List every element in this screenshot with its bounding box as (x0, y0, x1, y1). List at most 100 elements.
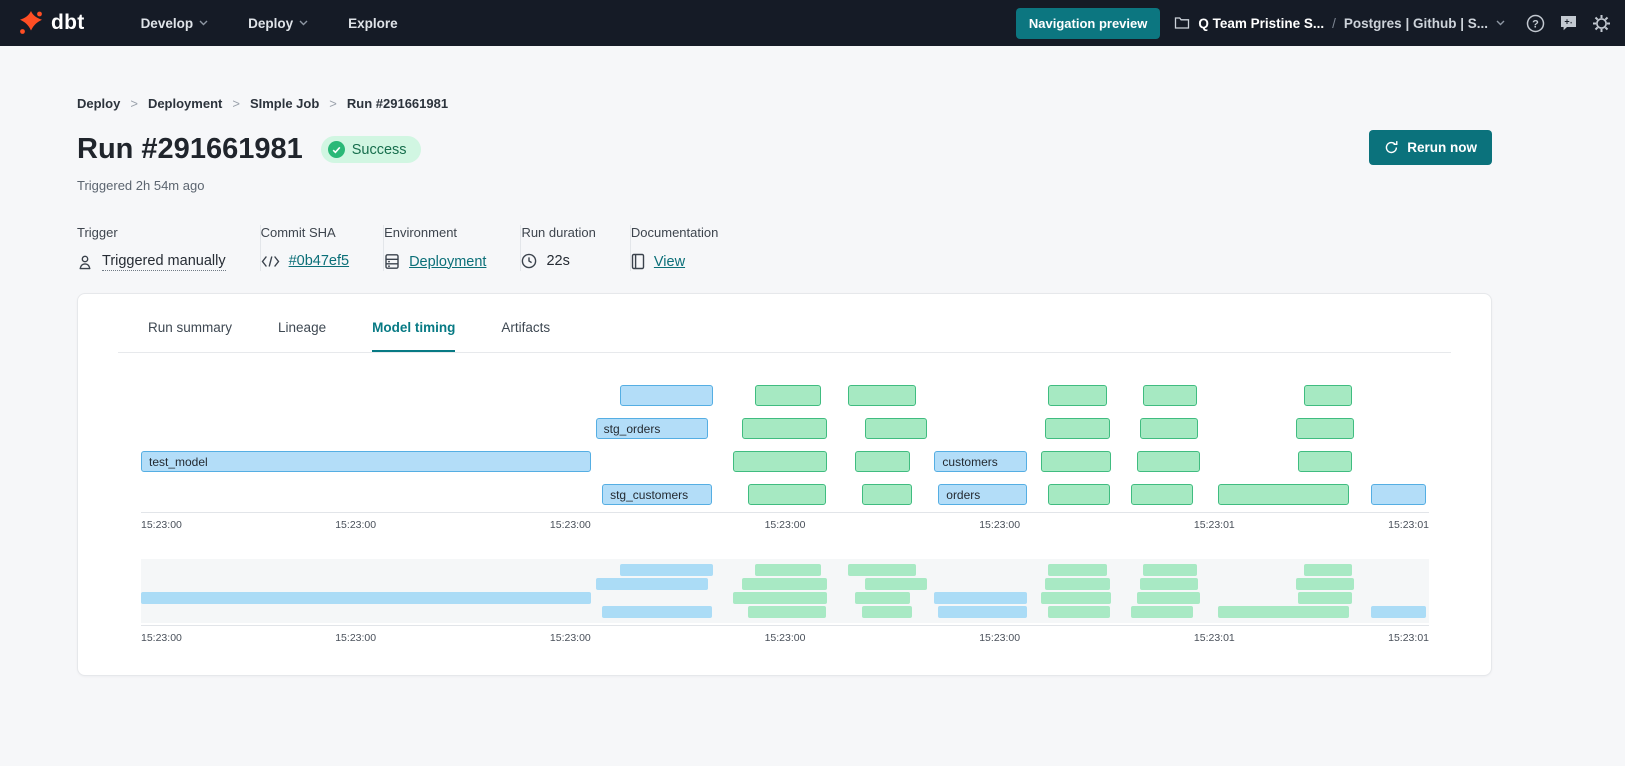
chevron-down-icon (299, 20, 308, 26)
overview-bar (141, 592, 591, 604)
gantt-bar[interactable] (848, 385, 917, 406)
divider (383, 225, 385, 271)
gantt-x-axis: 15:23:00 15:23:00 15:23:00 15:23:00 15:23:00… (141, 512, 1429, 536)
overview-bar (864, 578, 927, 590)
breadcrumb-item-deployment[interactable]: Deployment (147, 96, 223, 111)
gantt-bar[interactable] (733, 451, 828, 472)
gantt-bar-orders[interactable]: orders (938, 484, 1028, 505)
overview-bar (1217, 606, 1350, 618)
overview-row (141, 577, 1429, 591)
overview-bar (938, 606, 1028, 618)
gantt-bar[interactable] (1041, 451, 1111, 472)
feedback-icon[interactable]: +˖ (1558, 13, 1578, 33)
gantt-bar[interactable] (1371, 484, 1427, 505)
gantt-bar[interactable] (747, 484, 827, 505)
overview-bar (1371, 606, 1427, 618)
axis-tick-label: 15:23:00 (141, 632, 182, 644)
nav-item-label: Develop (140, 15, 194, 31)
gantt-bar[interactable] (864, 418, 927, 439)
meta-environment: Environment Deployment (384, 225, 520, 271)
dbt-logo[interactable]: dbt (18, 10, 85, 36)
svg-text:+˖: +˖ (1564, 17, 1572, 27)
axis-tick-label: 15:23:00 (764, 632, 806, 644)
overview-bar (1297, 592, 1352, 604)
navigation-preview-button[interactable]: Navigation preview (1015, 7, 1161, 39)
gantt-bar[interactable] (1297, 451, 1352, 472)
breadcrumb-item-deploy[interactable]: Deploy (77, 96, 121, 111)
gantt-bar-customers[interactable]: customers (934, 451, 1028, 472)
triggered-timestamp: Triggered 2h 54m ago (77, 178, 205, 193)
nav-item-deploy[interactable]: Deploy (248, 16, 308, 31)
axis-tick-label: 15:23:00 (979, 632, 1021, 644)
tab-lineage[interactable]: Lineage (278, 320, 327, 335)
overview-bar (1045, 578, 1110, 590)
overview-bar (1140, 578, 1199, 590)
gantt-bar[interactable] (1217, 484, 1350, 505)
commit-sha-link[interactable]: #0b47ef5 (288, 253, 350, 269)
gear-icon[interactable] (1591, 13, 1611, 33)
overview-bar (862, 606, 913, 618)
overview-bar (1296, 578, 1355, 590)
gantt-bar[interactable] (1136, 451, 1200, 472)
breadcrumb-item-job[interactable]: SImple Job (249, 96, 320, 111)
gantt-bar[interactable] (620, 385, 713, 406)
tab-run-summary[interactable]: Run summary (148, 320, 233, 335)
help-icon[interactable]: ? (1525, 13, 1545, 33)
gantt-bar[interactable] (862, 484, 913, 505)
gantt-row (141, 380, 1429, 413)
gantt-row: stg_orders (141, 413, 1429, 446)
breadcrumb: Deploy > Deployment > SImple Job > Run #… (77, 96, 1492, 111)
overview-axis-labels: 15:23:00 15:23:00 15:23:00 15:23:00 15:23:00… (141, 632, 1429, 649)
gantt-bar-label: orders (946, 487, 981, 502)
gantt-bar[interactable] (742, 418, 828, 439)
gantt-bar-test_model[interactable]: test_model (141, 451, 591, 472)
gantt-bar[interactable] (1045, 418, 1110, 439)
axis-tick-label: 15:23:00 (979, 519, 1021, 531)
run-meta-row: Trigger Triggered manually Commit SHA #0… (77, 225, 1492, 271)
axis-tick-label: 15:23:01 (1193, 519, 1235, 531)
rerun-now-button[interactable]: Rerun now (1369, 130, 1492, 165)
gantt-bar[interactable] (1140, 418, 1199, 439)
breadcrumb-separator: > (329, 96, 337, 111)
overview-bar (742, 578, 828, 590)
meta-label: Trigger (77, 225, 118, 240)
page-title: Run #291661981 (77, 133, 303, 165)
gantt-bar[interactable] (1131, 484, 1194, 505)
tab-bar: Run summary Lineage Model timing Artifac… (118, 294, 1451, 353)
code-icon (261, 255, 280, 268)
overview-chart[interactable] (141, 559, 1429, 623)
axis-tick-label: 15:23:00 (549, 632, 591, 644)
gantt-bar-label: customers (942, 454, 998, 469)
project-environment-name[interactable]: Postgres | Github | S... (1343, 15, 1488, 31)
project-breadcrumb[interactable]: Q Team Pristine S... / Postgres | Github… (1174, 16, 1505, 31)
tab-model-timing[interactable]: Model timing (372, 320, 456, 352)
gantt-bar[interactable] (1304, 385, 1352, 406)
folder-icon (1174, 16, 1190, 30)
chevron-down-icon[interactable] (1496, 20, 1505, 26)
svg-text:?: ? (1532, 18, 1539, 30)
project-team-name[interactable]: Q Team Pristine S... (1198, 15, 1325, 31)
overview-bar (1047, 564, 1107, 576)
gantt-bar[interactable] (1143, 385, 1198, 406)
gantt-bar[interactable] (755, 385, 822, 406)
tab-artifacts[interactable]: Artifacts (501, 320, 551, 335)
gantt-bar-label: test_model (149, 454, 208, 469)
document-icon (631, 253, 645, 270)
nav-item-develop[interactable]: Develop (141, 16, 209, 31)
gantt-bar-stg_orders[interactable]: stg_orders (595, 418, 708, 439)
gantt-chart: stg_orders test_model customers stg_custome… (141, 353, 1429, 512)
documentation-view-link[interactable]: View (653, 253, 686, 270)
trigger-value[interactable]: Triggered manually (102, 253, 226, 271)
brand-name: dbt (51, 11, 85, 34)
gantt-bar[interactable] (1296, 418, 1355, 439)
project-separator: / (1332, 15, 1336, 31)
gantt-axis-labels: 15:23:00 15:23:00 15:23:00 15:23:00 15:23:00… (141, 519, 1429, 536)
gantt-bar[interactable] (1047, 484, 1110, 505)
gantt-bar[interactable] (1047, 385, 1107, 406)
environment-link[interactable]: Deployment (409, 253, 487, 270)
gantt-bar-stg_customers[interactable]: stg_customers (602, 484, 712, 505)
nav-item-explore[interactable]: Explore (348, 16, 398, 31)
gantt-bar[interactable] (854, 451, 910, 472)
breadcrumb-item-run: Run #291661981 (346, 96, 449, 111)
divider (259, 225, 261, 271)
